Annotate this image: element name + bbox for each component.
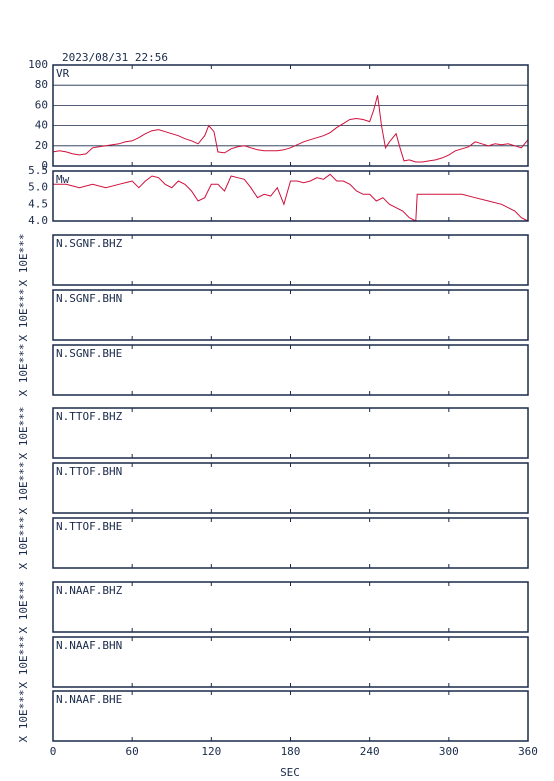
y-tick-label: 5.5 xyxy=(28,164,48,177)
station-label: N.NAAF.BHN xyxy=(56,639,122,652)
y-tick-label: 60 xyxy=(35,98,48,111)
y-tick-label: 4.0 xyxy=(28,214,48,227)
scale-label: X 10E*** xyxy=(17,690,30,743)
channel-frame xyxy=(52,690,529,742)
scale-label: X 10E*** xyxy=(17,581,30,634)
y-tick-label: 100 xyxy=(28,58,48,71)
scale-label: X 10E*** xyxy=(17,636,30,689)
station-label: N.SGNF.BHZ xyxy=(56,237,123,250)
y-tick-label: 80 xyxy=(35,78,48,91)
channel-frame xyxy=(52,636,529,688)
y-tick-label: 40 xyxy=(35,119,48,132)
scale-label: X 10E*** xyxy=(17,407,30,460)
y-tick-label: 4.5 xyxy=(28,197,48,210)
station-label: N.TTOF.BHE xyxy=(56,520,122,533)
timestamp: 2023/08/31 22:56 xyxy=(62,51,168,64)
station-label: N.TTOF.BHZ xyxy=(56,410,123,423)
station-label: N.SGNF.BHE xyxy=(56,347,122,360)
channel-frame xyxy=(52,234,529,286)
scale-label: X 10E*** xyxy=(17,344,30,397)
station-label: N.TTOF.BHN xyxy=(56,465,122,478)
x-tick-label: 0 xyxy=(50,745,57,758)
panel-frame xyxy=(52,170,529,222)
station-label: N.NAAF.BHZ xyxy=(56,584,123,597)
scale-label: X 10E*** xyxy=(17,462,30,515)
station-label: N.NAAF.BHE xyxy=(56,693,122,706)
y-tick-label: 0 xyxy=(41,159,48,172)
x-tick-label: 360 xyxy=(518,745,538,758)
data-line xyxy=(52,95,529,163)
y-tick-label: 20 xyxy=(35,139,48,152)
scale-label: X 10E*** xyxy=(17,234,30,287)
x-axis-label: SEC xyxy=(280,766,300,779)
channel-frame xyxy=(52,407,529,459)
x-tick-label: 300 xyxy=(439,745,459,758)
x-tick-label: 240 xyxy=(360,745,380,758)
y-tick-label: 5.0 xyxy=(28,181,48,194)
channel-frame xyxy=(52,289,529,341)
x-tick-label: 180 xyxy=(281,745,301,758)
panel-label: VR xyxy=(56,67,70,80)
channel-frame xyxy=(52,344,529,396)
station-label: N.SGNF.BHN xyxy=(56,292,122,305)
x-tick-label: 120 xyxy=(201,745,221,758)
data-line xyxy=(53,173,529,222)
channel-frame xyxy=(52,517,529,569)
x-tick-label: 60 xyxy=(126,745,139,758)
channel-frame xyxy=(52,462,529,514)
panel-label: Mw xyxy=(56,173,70,186)
scale-label: X 10E*** xyxy=(17,517,30,570)
scale-label: X 10E*** xyxy=(17,289,30,342)
channel-frame xyxy=(52,581,529,633)
